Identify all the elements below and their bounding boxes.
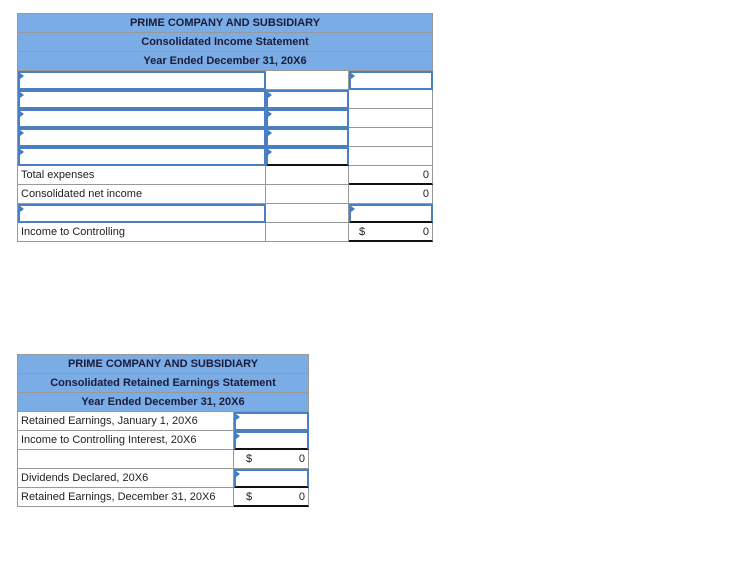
re-january-input[interactable] [234, 412, 309, 431]
net-income-label: Consolidated net income [18, 185, 266, 204]
company-title: PRIME COMPANY AND SUBSIDIARY [18, 14, 433, 33]
expense-label-input-2[interactable] [18, 109, 266, 128]
revenue-amount-input[interactable] [349, 71, 433, 90]
expense-amount-input-2[interactable] [266, 109, 349, 128]
empty-cell [349, 109, 433, 128]
expense-amount-field-3[interactable] [268, 129, 347, 146]
empty-cell [349, 128, 433, 147]
re-december-value: $0 [234, 488, 309, 507]
total-expenses-label: Total expenses [18, 166, 266, 185]
nci-label-input[interactable] [18, 204, 266, 223]
nci-amount-input[interactable] [349, 204, 433, 223]
statement-period: Year Ended December 31, 20X6 [18, 393, 309, 412]
empty-cell [266, 71, 349, 90]
re-january-field[interactable] [236, 413, 307, 430]
subtotal-value: $0 [234, 450, 309, 469]
nci-label-field[interactable] [20, 205, 264, 222]
empty-cell [266, 166, 349, 185]
expense-label-input-3[interactable] [18, 128, 266, 147]
net-income-value: 0 [349, 185, 433, 204]
company-title: PRIME COMPANY AND SUBSIDIARY [18, 355, 309, 374]
expense-label-input-1[interactable] [18, 90, 266, 109]
expense-amount-input-3[interactable] [266, 128, 349, 147]
controlling-income-amount: 0 [422, 225, 429, 238]
dividends-field[interactable] [236, 470, 307, 487]
expense-amount-input-1[interactable] [266, 90, 349, 109]
expense-label-field-3[interactable] [20, 129, 264, 146]
retained-earnings-table: PRIME COMPANY AND SUBSIDIARY Consolidate… [17, 354, 309, 507]
dividends-label: Dividends Declared, 20X6 [18, 469, 234, 488]
expense-label-input-4[interactable] [18, 147, 266, 166]
net-income-amount: 0 [422, 188, 429, 200]
empty-cell [18, 450, 234, 469]
statement-title: Consolidated Retained Earnings Statement [18, 374, 309, 393]
income-ci-input[interactable] [234, 431, 309, 450]
controlling-income-label: Income to Controlling [18, 223, 266, 242]
revenue-label-field[interactable] [20, 72, 264, 89]
controlling-income-value: $0 [349, 223, 433, 242]
statement-period: Year Ended December 31, 20X6 [18, 52, 433, 71]
empty-cell [349, 147, 433, 166]
income-ci-field[interactable] [236, 432, 307, 449]
expense-amount-field-1[interactable] [268, 91, 347, 108]
total-expenses-amount: 0 [422, 168, 429, 181]
expense-label-field-4[interactable] [20, 148, 264, 165]
subtotal-amount: 0 [298, 453, 305, 465]
re-january-label: Retained Earnings, January 1, 20X6 [18, 412, 234, 431]
revenue-amount-field[interactable] [351, 72, 431, 89]
nci-amount-field[interactable] [351, 205, 431, 222]
re-december-label: Retained Earnings, December 31, 20X6 [18, 488, 234, 507]
currency-symbol: $ [246, 490, 253, 503]
currency-symbol: $ [359, 225, 366, 238]
total-expenses-value: 0 [349, 166, 433, 185]
expense-label-field-1[interactable] [20, 91, 264, 108]
expense-amount-field-4[interactable] [268, 148, 347, 165]
empty-cell [266, 204, 349, 223]
expense-label-field-2[interactable] [20, 110, 264, 127]
currency-symbol: $ [246, 453, 253, 465]
income-ci-label: Income to Controlling Interest, 20X6 [18, 431, 234, 450]
expense-amount-input-4[interactable] [266, 147, 349, 166]
empty-cell [266, 223, 349, 242]
statement-title: Consolidated Income Statement [18, 33, 433, 52]
income-statement-table: PRIME COMPANY AND SUBSIDIARY Consolidate… [17, 13, 433, 242]
dividends-input[interactable] [234, 469, 309, 488]
expense-amount-field-2[interactable] [268, 110, 347, 127]
empty-cell [266, 185, 349, 204]
revenue-label-input[interactable] [18, 71, 266, 90]
re-december-amount: 0 [298, 490, 305, 503]
empty-cell [349, 90, 433, 109]
